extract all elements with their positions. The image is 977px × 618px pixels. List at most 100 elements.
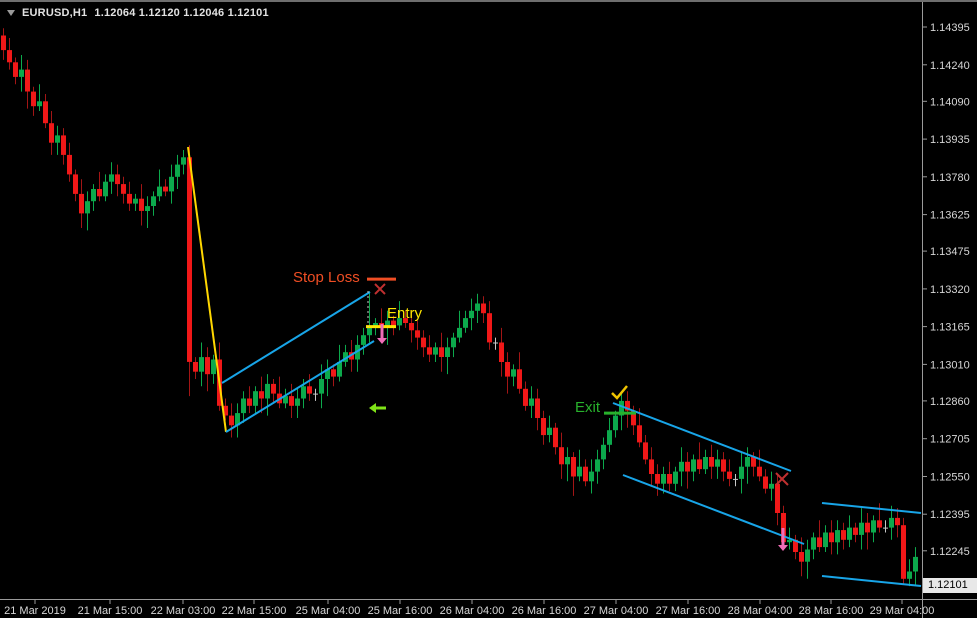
candle bbox=[553, 427, 558, 448]
candle bbox=[1, 35, 6, 51]
candle bbox=[25, 69, 30, 92]
candle bbox=[337, 362, 342, 377]
candle bbox=[529, 398, 534, 406]
candle bbox=[409, 323, 414, 331]
candle bbox=[913, 556, 918, 572]
candle bbox=[403, 318, 408, 323]
time-axis-label: 26 Mar 04:00 bbox=[440, 605, 505, 617]
candle bbox=[847, 527, 852, 540]
candle bbox=[415, 330, 420, 338]
candle bbox=[223, 405, 228, 416]
flat-channel-lower[interactable] bbox=[821, 575, 922, 587]
candle bbox=[907, 571, 912, 579]
quote-ohlc: 1.12064 1.12120 1.12046 1.12101 bbox=[94, 7, 269, 19]
candle bbox=[631, 410, 636, 426]
candle bbox=[385, 320, 390, 328]
candle bbox=[103, 181, 108, 197]
candle bbox=[139, 198, 144, 211]
candle bbox=[607, 430, 612, 445]
time-axis-label: 27 Mar 04:00 bbox=[584, 605, 649, 617]
candle bbox=[211, 359, 216, 375]
candle bbox=[235, 413, 240, 426]
candle bbox=[835, 530, 840, 543]
ascending-channel-upper[interactable] bbox=[221, 291, 371, 384]
candle bbox=[889, 517, 894, 528]
time-axis-label: 25 Mar 16:00 bbox=[368, 605, 433, 617]
candle bbox=[655, 474, 660, 484]
candle bbox=[883, 527, 888, 529]
exit-check-icon[interactable] bbox=[611, 385, 628, 400]
candle bbox=[619, 400, 624, 416]
candle bbox=[865, 522, 870, 533]
yellow-trendline[interactable] bbox=[187, 146, 227, 433]
candle bbox=[763, 476, 768, 489]
candle bbox=[205, 357, 210, 375]
candle bbox=[775, 483, 780, 513]
price-axis-label: 1.12705 bbox=[930, 434, 970, 446]
candle bbox=[499, 342, 504, 362]
time-axis-label: 22 Mar 03:00 bbox=[151, 605, 216, 617]
candle bbox=[61, 135, 66, 155]
ascending-channel-lower[interactable] bbox=[225, 340, 375, 433]
time-axis-label: 29 Mar 04:00 bbox=[870, 605, 935, 617]
stop-loss-label[interactable]: Stop Loss bbox=[293, 269, 360, 286]
candle bbox=[271, 383, 276, 394]
candle bbox=[751, 457, 756, 467]
candle bbox=[601, 444, 606, 460]
exit-label[interactable]: Exit bbox=[575, 399, 601, 416]
candle bbox=[331, 369, 336, 377]
price-axis-label: 1.13935 bbox=[930, 134, 970, 146]
candle bbox=[43, 101, 48, 124]
candle bbox=[241, 398, 246, 414]
candle bbox=[253, 391, 258, 406]
candle bbox=[295, 398, 300, 406]
candle bbox=[193, 362, 198, 372]
candle bbox=[739, 466, 744, 479]
candle bbox=[91, 189, 96, 202]
candle bbox=[841, 530, 846, 540]
symbol-label: EURUSD,H1 bbox=[22, 7, 88, 19]
candle bbox=[805, 549, 810, 562]
candle bbox=[715, 459, 720, 467]
candle bbox=[445, 347, 450, 357]
quote-header: EURUSD,H1 1.12064 1.12120 1.12046 1.1210… bbox=[7, 7, 269, 19]
candle bbox=[187, 157, 192, 362]
candle bbox=[457, 327, 462, 338]
candle bbox=[523, 388, 528, 406]
candle bbox=[229, 415, 234, 426]
candle bbox=[625, 400, 630, 411]
symbol-dropdown-icon[interactable] bbox=[7, 10, 15, 16]
price-axis-label: 1.12245 bbox=[930, 546, 970, 558]
candle bbox=[679, 461, 684, 472]
candle bbox=[613, 415, 618, 431]
candle bbox=[643, 442, 648, 460]
entry-label[interactable]: Entry bbox=[387, 305, 423, 322]
stoploss-x-icon[interactable] bbox=[374, 283, 386, 295]
breakdown-x-icon[interactable] bbox=[775, 472, 789, 486]
time-axis-label: 21 Mar 15:00 bbox=[78, 605, 143, 617]
candle bbox=[463, 318, 468, 328]
candle bbox=[97, 189, 102, 197]
candle bbox=[115, 174, 120, 185]
candle bbox=[577, 466, 582, 477]
candle bbox=[427, 347, 432, 355]
candle bbox=[307, 386, 312, 394]
candle bbox=[13, 62, 18, 77]
candle bbox=[73, 174, 78, 194]
descending-channel-lower[interactable] bbox=[622, 474, 805, 545]
candle bbox=[721, 459, 726, 472]
candle bbox=[853, 527, 858, 535]
candle bbox=[517, 369, 522, 389]
candle bbox=[487, 313, 492, 343]
candle bbox=[535, 398, 540, 418]
price-axis-label: 1.13010 bbox=[930, 359, 970, 371]
flat-channel-upper[interactable] bbox=[821, 502, 922, 514]
price-axis-label: 1.14240 bbox=[930, 60, 970, 72]
time-axis-label: 21 Mar 2019 bbox=[4, 605, 66, 617]
candle bbox=[787, 539, 792, 543]
current-price-tag: 1.12101 bbox=[923, 578, 977, 593]
candle bbox=[397, 318, 402, 326]
candle bbox=[901, 525, 906, 579]
descending-channel-upper[interactable] bbox=[612, 402, 792, 472]
